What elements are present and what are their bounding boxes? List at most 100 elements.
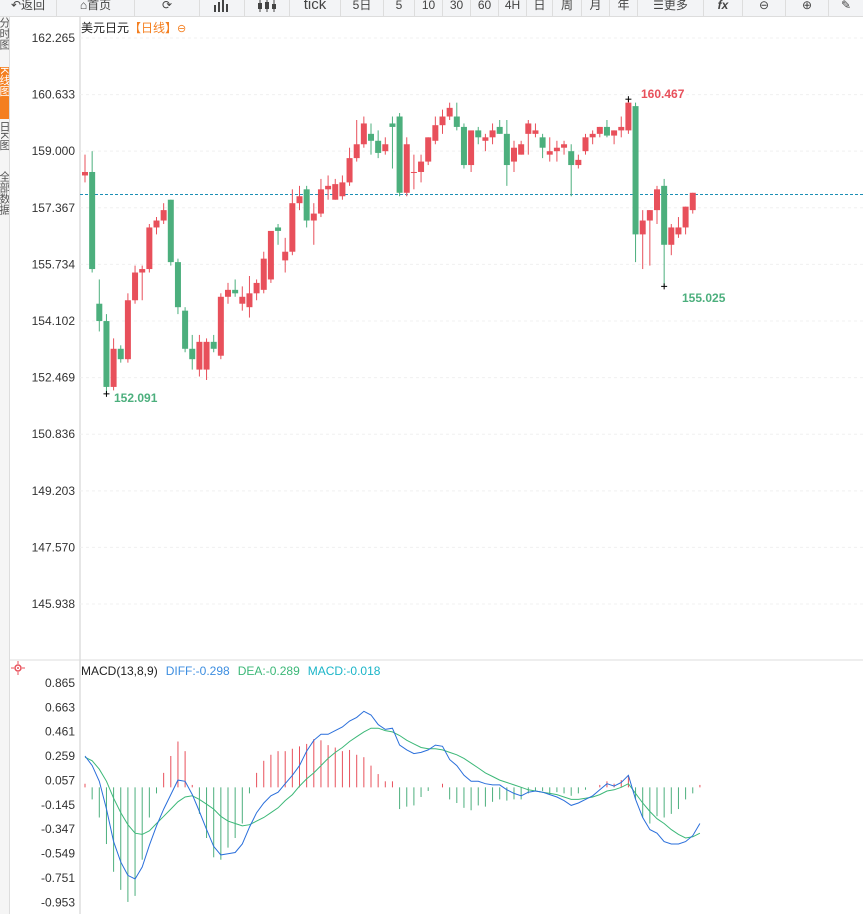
candle	[382, 137, 389, 155]
candle-body	[189, 348, 196, 360]
candle-body	[596, 126, 603, 134]
price-tick-label: 155.734	[32, 257, 76, 271]
candle-body	[689, 192, 696, 211]
candle	[539, 133, 546, 159]
candle	[482, 133, 489, 152]
sidebar-tab-intraday[interactable]: 分时图	[0, 17, 9, 50]
sidebar-tab-daily[interactable]: 日K图	[0, 121, 9, 151]
candle-type-button[interactable]	[245, 0, 290, 16]
candle-body	[418, 161, 425, 172]
candle	[239, 286, 246, 311]
candle	[668, 223, 675, 256]
candle	[389, 116, 396, 169]
candle-body	[353, 144, 360, 159]
period-60min-button[interactable]: 60	[471, 0, 499, 16]
macd-histogram-value: MACD:-0.018	[307, 664, 381, 678]
candle-body	[589, 133, 596, 138]
candle	[260, 251, 267, 294]
candle-body	[625, 102, 632, 131]
candle-body	[482, 137, 489, 141]
candle	[532, 123, 539, 138]
candle	[282, 237, 289, 273]
chart-type-button[interactable]	[200, 0, 245, 16]
period-10min-button[interactable]: 10	[415, 0, 443, 16]
candle-body	[389, 123, 396, 127]
period-30min-button[interactable]: 30	[443, 0, 471, 16]
candle	[496, 119, 503, 134]
candle	[103, 314, 110, 394]
candle	[425, 137, 432, 166]
candle	[124, 293, 131, 363]
candle-body	[296, 196, 303, 204]
period-year-button[interactable]: 年	[610, 0, 638, 16]
candle	[296, 185, 303, 211]
candle	[267, 230, 274, 283]
candle-body	[632, 106, 639, 235]
candle-body	[432, 125, 439, 141]
candle	[96, 279, 103, 332]
period-4h-button[interactable]: 4H	[499, 0, 527, 16]
candle	[225, 282, 231, 304]
macd-settings-icon[interactable]	[11, 661, 25, 675]
collapse-icon[interactable]: ⊖	[177, 23, 187, 35]
candle-body	[675, 227, 682, 235]
candle-body	[568, 151, 575, 166]
low-annotation: 152.091	[114, 391, 158, 405]
sidebar-tab-kline[interactable]: K线图	[0, 67, 9, 119]
candle	[503, 119, 510, 186]
candle-body	[110, 348, 117, 387]
candle	[203, 338, 210, 380]
period-5min-button[interactable]: 5	[384, 0, 415, 16]
macd-diff-value: DIFF:-0.298	[165, 664, 230, 678]
macd-tick-label: -0.751	[41, 871, 75, 885]
zoom-in-button[interactable]: ⊕	[786, 0, 829, 16]
candle	[325, 175, 332, 200]
period-label: 【日线】	[129, 21, 178, 35]
candle-body	[539, 137, 546, 148]
tick-button[interactable]: tick	[290, 0, 341, 16]
candle-body	[618, 126, 625, 131]
candle-body	[360, 123, 367, 145]
refresh-button[interactable]: ⟳	[135, 0, 200, 16]
more-button[interactable]: ☰更多	[638, 0, 704, 16]
candle	[217, 293, 224, 360]
candle	[589, 130, 596, 145]
candle-body	[460, 126, 467, 166]
candle	[453, 102, 460, 131]
candle	[146, 223, 153, 273]
candle	[468, 130, 475, 172]
period-day-button[interactable]: 日	[527, 0, 553, 16]
candle-body	[153, 220, 160, 228]
period-month-button[interactable]: 月	[582, 0, 610, 16]
candle-body	[103, 321, 110, 387]
candle	[475, 126, 482, 145]
candle	[139, 265, 146, 301]
period-5day-button[interactable]: 5日	[341, 0, 384, 16]
bar-chart-icon	[214, 0, 228, 12]
macd-dea-value: DEA:-0.289	[237, 664, 300, 678]
candle-body	[439, 116, 446, 126]
draw-button[interactable]: ✎	[829, 0, 863, 16]
back-button[interactable]: ↶返回	[0, 0, 57, 16]
zoom-out-button[interactable]: ⊖	[743, 0, 786, 16]
candle	[317, 178, 324, 218]
candle-body	[468, 130, 475, 166]
candle	[160, 203, 167, 224]
indicator-fx-button[interactable]: fx	[704, 0, 743, 16]
candle-body	[654, 189, 660, 211]
candle-body	[582, 137, 589, 152]
back-arrow-icon: ↶	[10, 0, 22, 12]
candle-body	[410, 171, 417, 173]
candle-body	[346, 158, 353, 183]
candle	[611, 130, 618, 145]
macd-tick-label: -0.953	[41, 895, 75, 909]
dea-line	[84, 727, 701, 839]
home-button[interactable]: ⌂首页	[57, 0, 135, 16]
refresh-icon: ⟳	[161, 0, 173, 12]
candle-body	[317, 189, 324, 214]
candle	[661, 178, 668, 287]
sidebar-tab-all-data[interactable]: 全部数据	[0, 171, 9, 215]
candle	[82, 154, 88, 183]
period-week-button[interactable]: 周	[553, 0, 582, 16]
